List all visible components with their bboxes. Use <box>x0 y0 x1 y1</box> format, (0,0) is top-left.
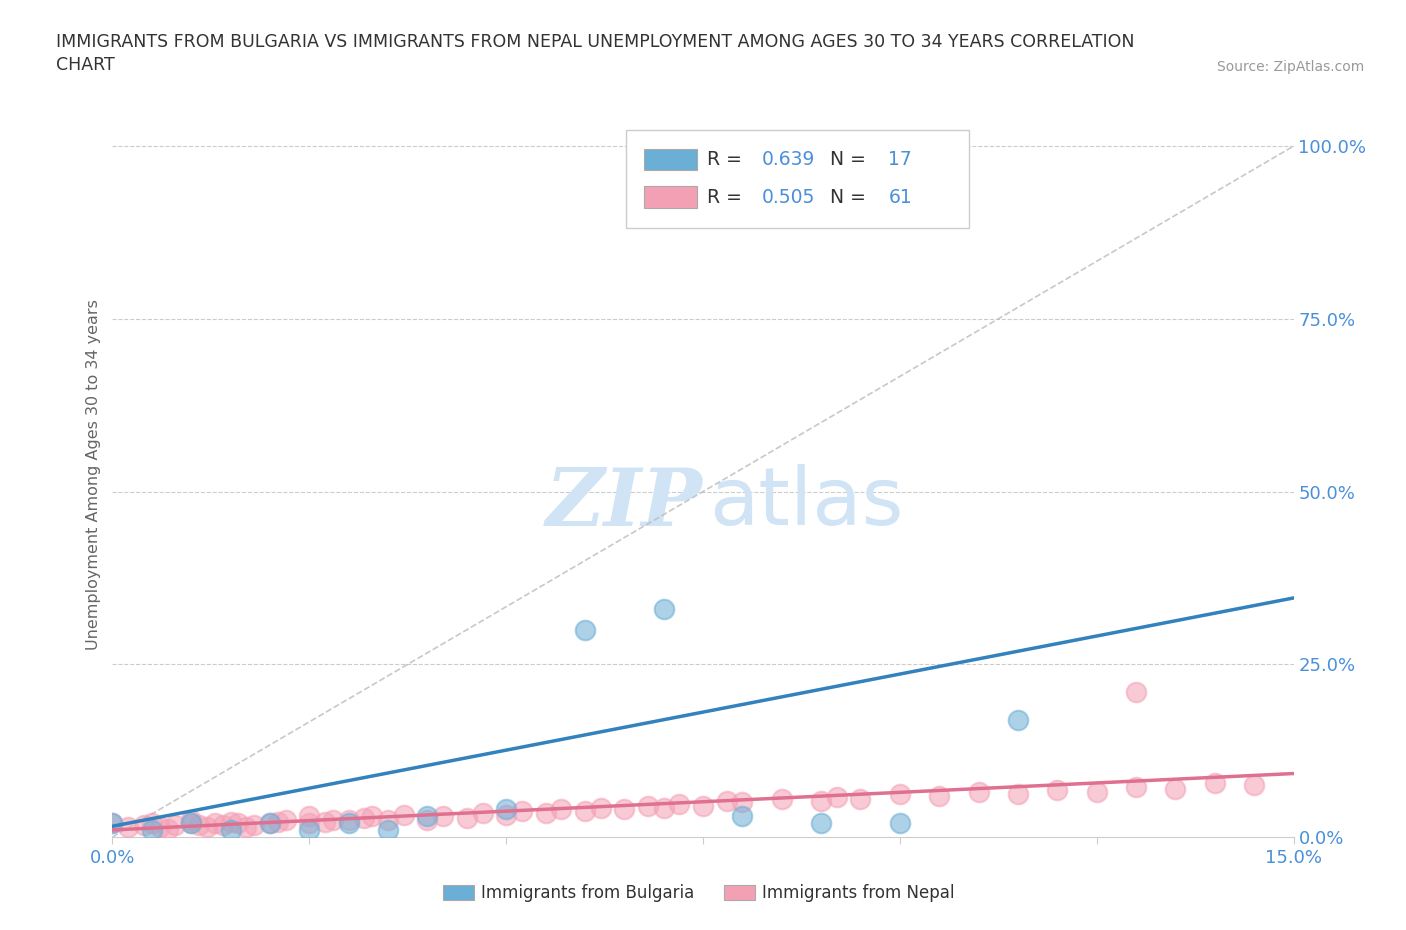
Point <box>180 816 202 830</box>
Text: ZIP: ZIP <box>546 465 703 542</box>
Point <box>211 817 233 832</box>
Point <box>825 790 848 804</box>
Y-axis label: Unemployment Among Ages 30 to 34 years: Unemployment Among Ages 30 to 34 years <box>86 299 101 650</box>
Point <box>928 788 950 803</box>
Point <box>353 810 375 825</box>
Point <box>228 816 250 830</box>
Point <box>141 823 163 838</box>
Text: N =: N = <box>817 188 872 206</box>
Point <box>1125 684 1147 699</box>
Point <box>180 812 202 827</box>
Point <box>810 816 832 830</box>
Point <box>1125 780 1147 795</box>
Text: atlas: atlas <box>709 464 903 542</box>
Point <box>165 817 187 832</box>
Point <box>692 799 714 814</box>
Text: IMMIGRANTS FROM BULGARIA VS IMMIGRANTS FROM NEPAL UNEMPLOYMENT AMONG AGES 30 TO : IMMIGRANTS FROM BULGARIA VS IMMIGRANTS F… <box>56 33 1135 74</box>
Text: Immigrants from Nepal: Immigrants from Nepal <box>762 884 955 902</box>
Point <box>416 809 439 824</box>
Point <box>259 816 281 830</box>
Point <box>219 823 242 838</box>
Point <box>967 785 990 800</box>
Point <box>259 816 281 830</box>
Point <box>377 812 399 827</box>
Point <box>156 821 179 836</box>
Point <box>770 791 793 806</box>
Text: Immigrants from Bulgaria: Immigrants from Bulgaria <box>481 884 695 902</box>
Point <box>1046 782 1069 797</box>
Point <box>668 796 690 811</box>
Text: 17: 17 <box>889 150 912 169</box>
Point <box>235 819 257 834</box>
Point <box>243 817 266 832</box>
Point <box>574 804 596 818</box>
Point <box>471 805 494 820</box>
Point <box>849 791 872 806</box>
Point <box>101 816 124 830</box>
Point <box>377 823 399 838</box>
Point <box>314 815 336 830</box>
Point <box>267 815 290 830</box>
Point <box>432 809 454 824</box>
Text: 0.639: 0.639 <box>762 150 815 169</box>
Point <box>416 812 439 827</box>
Point <box>495 802 517 817</box>
Point <box>219 815 242 830</box>
Point <box>731 809 754 824</box>
Point <box>298 823 321 838</box>
Point <box>101 816 124 830</box>
Point <box>274 812 297 827</box>
Point <box>195 819 218 834</box>
Point <box>637 799 659 814</box>
Point <box>613 802 636 817</box>
Point <box>716 793 738 808</box>
Point <box>1204 776 1226 790</box>
Point <box>337 816 360 830</box>
Bar <box>644 149 697 170</box>
Point <box>589 801 612 816</box>
Point <box>149 819 172 834</box>
Point <box>1085 785 1108 800</box>
Point <box>510 804 533 818</box>
Point <box>298 809 321 824</box>
Point <box>550 802 572 817</box>
Point <box>731 795 754 810</box>
Text: 0.505: 0.505 <box>762 188 815 206</box>
Text: Source: ZipAtlas.com: Source: ZipAtlas.com <box>1216 60 1364 74</box>
Point <box>889 816 911 830</box>
Point <box>141 816 163 830</box>
FancyBboxPatch shape <box>626 130 969 228</box>
Point <box>132 817 155 832</box>
Point <box>1007 787 1029 802</box>
Point <box>204 816 226 830</box>
Point <box>180 816 202 830</box>
Point <box>810 793 832 808</box>
Point <box>361 809 384 824</box>
Point <box>1243 777 1265 792</box>
Point <box>1007 712 1029 727</box>
Point <box>574 622 596 637</box>
Point <box>322 812 344 827</box>
Point <box>188 817 211 832</box>
Text: 61: 61 <box>889 188 912 206</box>
Point <box>652 602 675 617</box>
Point <box>889 787 911 802</box>
Point <box>117 819 139 834</box>
Point <box>652 801 675 816</box>
Point <box>495 807 517 822</box>
Point <box>392 807 415 822</box>
Point <box>298 816 321 830</box>
Point <box>456 810 478 825</box>
Text: R =: R = <box>707 188 748 206</box>
Text: N =: N = <box>817 150 872 169</box>
Text: R =: R = <box>707 150 748 169</box>
Point <box>1164 781 1187 796</box>
Point <box>337 812 360 827</box>
Point <box>652 139 675 153</box>
Bar <box>644 186 697 208</box>
Point <box>534 805 557 820</box>
